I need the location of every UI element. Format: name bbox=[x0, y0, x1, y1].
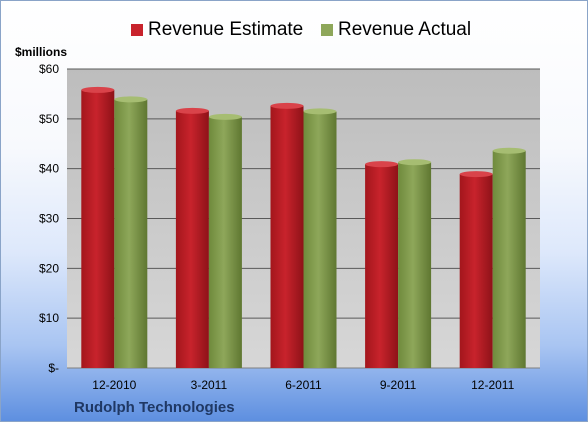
x-tick-label: 12-2011 bbox=[471, 378, 514, 392]
bar-actual bbox=[398, 162, 432, 368]
y-tick-label: $50 bbox=[39, 112, 59, 126]
bar-estimate-top bbox=[270, 102, 304, 109]
bar-estimate-top bbox=[175, 107, 209, 114]
bar-actual bbox=[492, 150, 526, 368]
bar-estimate-top bbox=[459, 171, 493, 178]
bar-actual-top bbox=[208, 113, 242, 120]
bar-actual bbox=[208, 116, 242, 368]
bar-actual-top bbox=[114, 96, 148, 103]
bar-estimate bbox=[175, 110, 209, 369]
bar-estimate-top bbox=[365, 161, 399, 168]
legend-label-actual: Revenue Actual bbox=[338, 19, 472, 40]
bar-actual-top bbox=[303, 108, 337, 115]
bar-actual bbox=[303, 111, 337, 368]
legend-swatch-estimate bbox=[131, 24, 143, 36]
y-tick-label: $40 bbox=[39, 162, 59, 176]
legend-item-actual: Revenue Actual bbox=[321, 17, 471, 43]
bar-estimate bbox=[81, 89, 115, 369]
bar-actual-top bbox=[398, 159, 432, 166]
bar-actual-top bbox=[492, 147, 526, 154]
bar-actual bbox=[114, 99, 148, 369]
x-tick-label: 9-2011 bbox=[380, 378, 417, 392]
bar-estimate bbox=[365, 164, 399, 368]
legend: Revenue Estimate Revenue Actual bbox=[1, 17, 587, 43]
y-axis-unit-label: $millions bbox=[15, 45, 68, 59]
y-tick-label: $10 bbox=[39, 311, 59, 325]
x-tick-label: 12-2010 bbox=[92, 378, 136, 392]
x-tick-label: 6-2011 bbox=[285, 378, 322, 392]
bar-estimate bbox=[270, 105, 304, 369]
y-tick-label: $- bbox=[48, 361, 59, 375]
x-tick-label: 3-2011 bbox=[191, 378, 228, 392]
legend-swatch-actual bbox=[321, 24, 333, 36]
bar-estimate bbox=[459, 174, 493, 368]
y-tick-label: $20 bbox=[39, 261, 59, 275]
bar-estimate-top bbox=[81, 86, 115, 93]
legend-label-estimate: Revenue Estimate bbox=[148, 19, 304, 40]
company-name: Rudolph Technologies bbox=[74, 399, 235, 416]
y-tick-label: $30 bbox=[39, 212, 59, 226]
legend-item-estimate: Revenue Estimate bbox=[131, 17, 303, 43]
y-tick-label: $60 bbox=[39, 62, 59, 76]
